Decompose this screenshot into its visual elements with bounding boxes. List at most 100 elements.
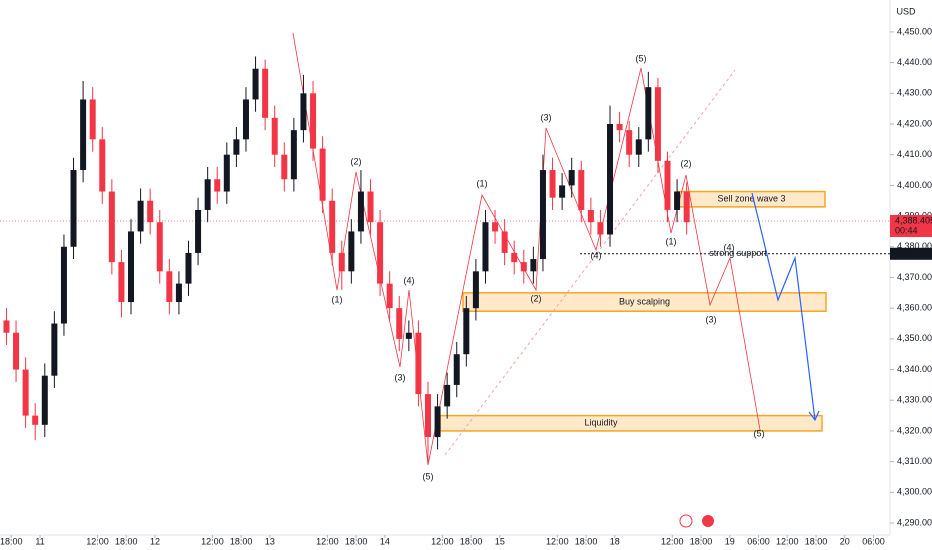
candle-body <box>453 354 460 385</box>
candle-body <box>242 99 249 140</box>
candle-body <box>329 200 336 253</box>
zone-label: Liquidity <box>584 418 618 428</box>
y-tick-label: 4,380.000 <box>897 241 932 251</box>
x-tick-label: 20 <box>840 536 850 546</box>
projection-path <box>751 192 816 421</box>
candle-body <box>645 87 652 140</box>
wave-label: (4) <box>404 275 415 285</box>
candle-body <box>185 252 192 284</box>
zone <box>439 414 823 432</box>
candle-body <box>559 185 566 198</box>
zone-label: Buy scalping <box>619 296 670 306</box>
y-tick-label: 4,410.000 <box>897 149 932 159</box>
candle-body <box>166 271 173 303</box>
candle-body <box>463 308 470 355</box>
candle-body <box>607 124 614 235</box>
y-tick-label: 4,440.000 <box>897 57 932 67</box>
y-tick-label: 4,450.000 <box>897 26 932 36</box>
wave-label: (1) <box>332 294 343 304</box>
wave-label: (2) <box>531 293 542 303</box>
candle-body <box>128 231 135 303</box>
candle-body <box>415 332 422 395</box>
support-price: 4,377.722 <box>895 248 932 258</box>
candle-body <box>530 259 537 272</box>
candle-body <box>683 191 690 223</box>
candle-body <box>252 68 259 100</box>
event-icon <box>679 514 693 528</box>
candle-body <box>377 222 384 284</box>
candle-body <box>424 394 431 438</box>
y-tick-label: 4,360.000 <box>897 303 932 313</box>
x-tick-label: 19 <box>725 536 735 546</box>
y-tick-label: 4,370.000 <box>897 272 932 282</box>
wave-label: (3) <box>706 314 717 324</box>
candle-body <box>357 191 364 232</box>
candle-body <box>108 191 115 263</box>
x-tick-label: 12 <box>150 536 160 546</box>
candle-body <box>472 271 479 309</box>
candle-body <box>482 222 489 272</box>
x-tick-label: 18:00 <box>805 536 828 546</box>
y-tick-label: 4,340.000 <box>897 364 932 374</box>
x-tick-label: 18:00 <box>575 536 598 546</box>
wave-label: (1) <box>666 236 677 246</box>
candle-body <box>549 170 556 198</box>
x-tick-label: 06:00 <box>747 536 770 546</box>
candle-body <box>492 222 499 232</box>
wave-label: (4) <box>724 242 735 252</box>
candle-body <box>674 191 681 210</box>
x-tick-label: 18 <box>610 536 620 546</box>
candle-body <box>41 375 48 425</box>
candle-body <box>405 332 412 339</box>
candle-body <box>204 179 211 210</box>
candle-body <box>539 170 546 260</box>
x-tick-label: 12:00 <box>661 536 684 546</box>
x-tick-label: 12:00 <box>316 536 339 546</box>
candle-body <box>348 231 355 272</box>
candle-body <box>626 130 633 155</box>
x-tick-label: 11 <box>35 536 44 546</box>
countdown: 00:44 <box>895 225 918 235</box>
candle-body <box>80 99 87 171</box>
y-tick-label: 4,420.000 <box>897 118 932 128</box>
x-tick-label: 12:00 <box>86 536 109 546</box>
zone <box>462 292 827 312</box>
candle-body <box>587 209 594 223</box>
candle-body <box>501 231 508 253</box>
candle-body <box>70 170 77 247</box>
candle-body <box>223 154 230 192</box>
candle-body <box>156 222 163 272</box>
candle-body <box>520 262 527 272</box>
x-tick-label: 12:00 <box>431 536 454 546</box>
currency: USD <box>896 6 916 16</box>
y-tick-label: 4,320.000 <box>897 425 932 435</box>
candle-body <box>664 160 671 210</box>
x-tick-label: 18:00 <box>230 536 253 546</box>
candle-body <box>597 222 604 235</box>
candle-body <box>281 154 288 180</box>
candle-body <box>3 320 10 333</box>
candle-body <box>511 252 518 263</box>
wave-label: (5) <box>636 53 647 63</box>
candle-body <box>60 246 67 324</box>
zone-label: Sell zone wave 3 <box>717 194 785 204</box>
candle-body <box>271 117 278 155</box>
y-tick-label: 4,290.000 <box>897 517 932 527</box>
x-tick-label: 12:00 <box>546 536 569 546</box>
wave-label: (3) <box>395 372 406 382</box>
candle-body <box>137 200 144 232</box>
last-price: 4,388.405 <box>895 215 932 225</box>
last-price-box <box>890 214 932 237</box>
candle-body <box>367 191 374 223</box>
x-tick-label: 06:00 <box>862 536 885 546</box>
candle-body <box>262 68 269 118</box>
candle-body <box>118 262 125 303</box>
candle-body <box>319 148 326 201</box>
projection-arrow <box>808 410 820 422</box>
candle-body <box>310 93 317 149</box>
candle-body <box>195 209 202 253</box>
candle-body <box>386 283 393 309</box>
candle-body <box>22 369 29 416</box>
candle-body <box>444 384 451 407</box>
